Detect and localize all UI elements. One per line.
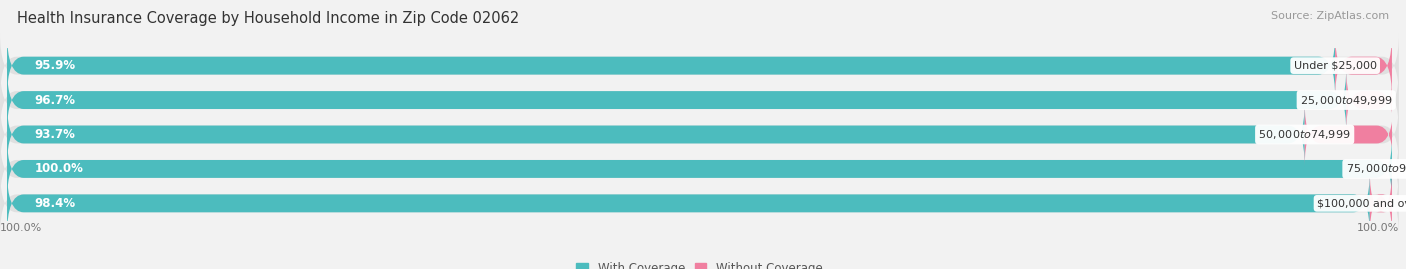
Text: 98.4%: 98.4% (35, 197, 76, 210)
Text: $75,000 to $99,999: $75,000 to $99,999 (1346, 162, 1406, 175)
FancyBboxPatch shape (0, 68, 1399, 132)
FancyBboxPatch shape (0, 171, 1399, 236)
Text: Under $25,000: Under $25,000 (1294, 61, 1376, 71)
Text: $25,000 to $49,999: $25,000 to $49,999 (1301, 94, 1392, 107)
FancyBboxPatch shape (0, 102, 1399, 167)
FancyBboxPatch shape (7, 68, 1346, 132)
FancyBboxPatch shape (1336, 33, 1392, 98)
Text: 100.0%: 100.0% (0, 223, 42, 233)
FancyBboxPatch shape (1305, 102, 1393, 167)
Text: 95.9%: 95.9% (35, 59, 76, 72)
Legend: With Coverage, Without Coverage: With Coverage, Without Coverage (576, 262, 823, 269)
Text: 93.7%: 93.7% (35, 128, 76, 141)
FancyBboxPatch shape (0, 137, 1399, 201)
Text: Health Insurance Coverage by Household Income in Zip Code 02062: Health Insurance Coverage by Household I… (17, 11, 519, 26)
Text: 100.0%: 100.0% (1357, 223, 1399, 233)
FancyBboxPatch shape (0, 33, 1399, 98)
FancyBboxPatch shape (7, 33, 1336, 98)
FancyBboxPatch shape (7, 137, 1392, 201)
Text: 96.7%: 96.7% (35, 94, 76, 107)
FancyBboxPatch shape (7, 102, 1305, 167)
FancyBboxPatch shape (1369, 171, 1392, 236)
Text: $100,000 and over: $100,000 and over (1317, 198, 1406, 208)
Text: $50,000 to $74,999: $50,000 to $74,999 (1258, 128, 1351, 141)
FancyBboxPatch shape (7, 171, 1369, 236)
Text: Source: ZipAtlas.com: Source: ZipAtlas.com (1271, 11, 1389, 21)
FancyBboxPatch shape (1346, 68, 1393, 132)
Text: 100.0%: 100.0% (35, 162, 83, 175)
